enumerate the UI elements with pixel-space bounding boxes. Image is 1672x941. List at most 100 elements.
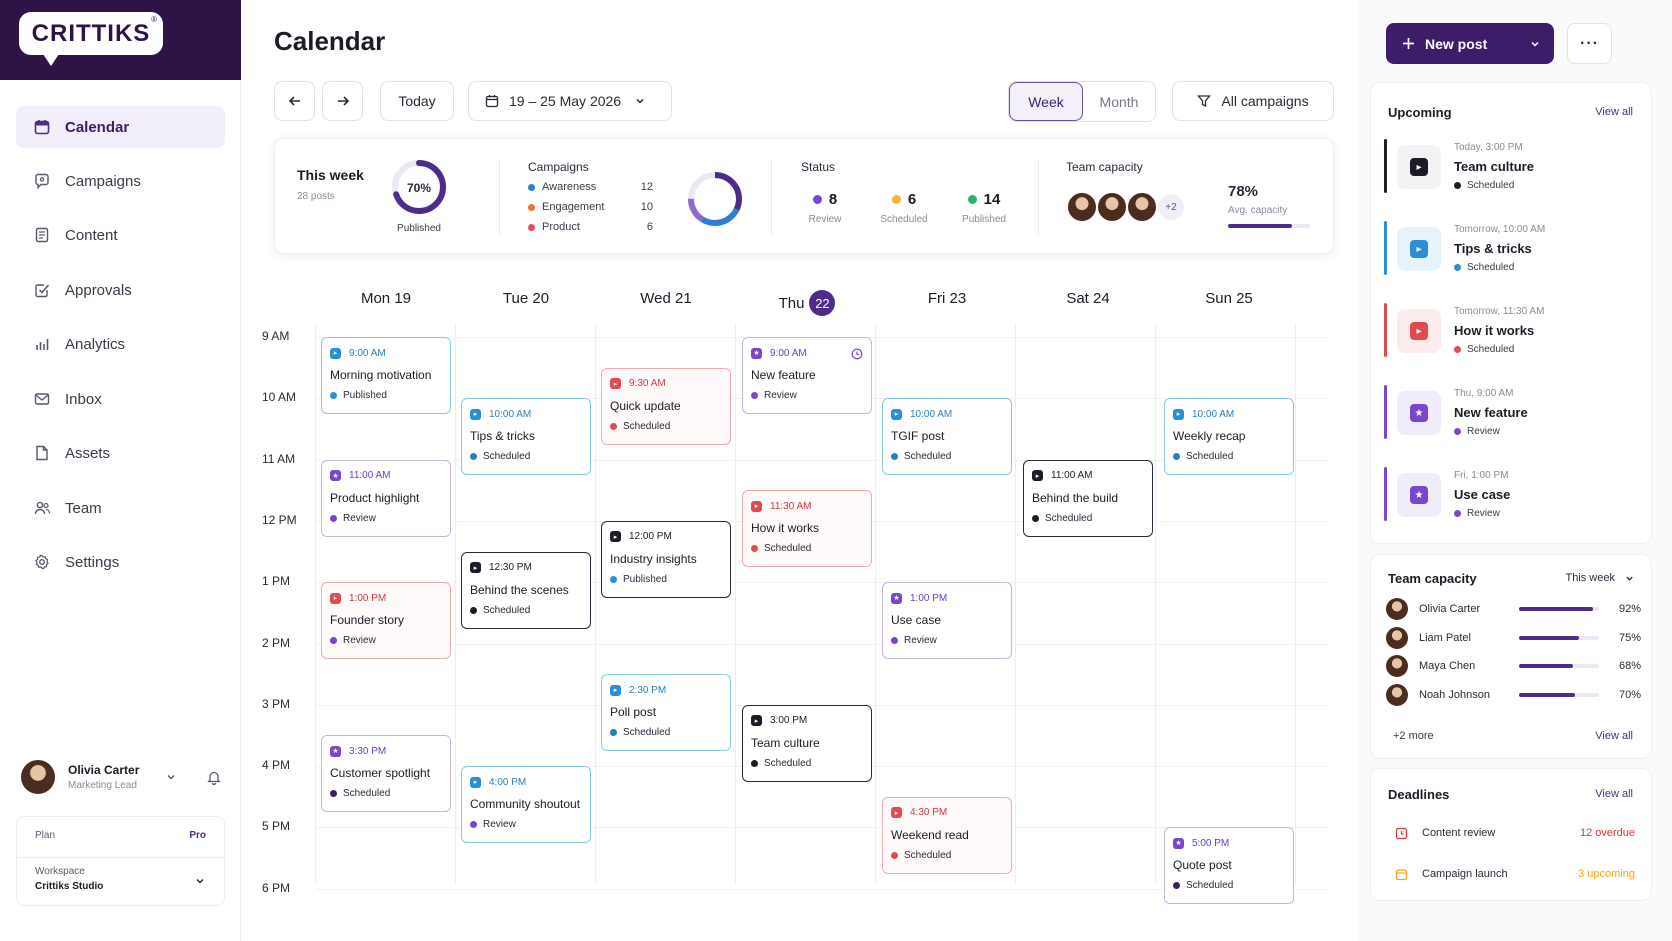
sidebar-item-inbox[interactable]: Inbox xyxy=(16,378,225,420)
calendar-event[interactable]: ▸ 9:00 AM Morning motivation Published xyxy=(321,337,451,414)
capacity-track xyxy=(1519,607,1599,611)
chevron-down-icon[interactable] xyxy=(165,771,177,783)
gear-icon xyxy=(33,553,51,571)
calendar-event[interactable]: ▸ 12:30 PM Behind the scenes Scheduled xyxy=(461,551,591,629)
chevron-down-icon[interactable] xyxy=(1530,39,1540,49)
plan-label: Plan xyxy=(35,830,56,841)
capacity-period-select[interactable]: This week xyxy=(1565,572,1634,584)
calendar-event[interactable]: ▸ 11:00 AM Behind the build Scheduled xyxy=(1023,459,1153,537)
sidebar-item-approvals[interactable]: Approvals xyxy=(16,269,225,311)
status-title: Status xyxy=(801,160,836,174)
hour-label: 9 AM xyxy=(262,329,290,343)
sidebar-item-campaigns[interactable]: Campaigns xyxy=(16,160,225,202)
capacity-row[interactable]: Liam Patel 75% xyxy=(1386,626,1641,649)
upcoming-item[interactable]: ▸ Tomorrow, 10:00 AM Tips & tricks Schedule… xyxy=(1384,221,1644,275)
calendar-event[interactable]: ★ 11:00 AM Product highlight Review xyxy=(321,459,451,537)
event-time-row: ▸ 9:30 AM xyxy=(610,377,723,391)
deadline-item[interactable]: Campaign launch 3 upcoming xyxy=(1395,865,1635,883)
team-extra-count: +2 xyxy=(1156,192,1186,222)
calendar-event[interactable]: ★ 9:00 AM New feature Review xyxy=(742,337,872,414)
grid-hour-line xyxy=(316,888,1328,890)
hour-label: 1 PM xyxy=(262,574,291,589)
logo-speech-tail xyxy=(43,54,59,66)
calendar-event[interactable]: ▸ 10:00 AM Weekly recap Scheduled xyxy=(1164,398,1294,476)
upcoming-item[interactable]: ▸ Today, 3:00 PM Team culture Scheduled xyxy=(1384,139,1644,193)
event-time-row: ▸ 11:00 AM xyxy=(1032,469,1145,483)
upcoming-view-all-link[interactable]: View all xyxy=(1595,106,1633,118)
calendar-event[interactable]: ▸ 10:00 AM TGIF post Scheduled xyxy=(882,398,1012,476)
calendar-event[interactable]: ▸ 4:30 PM Weekend read Scheduled xyxy=(882,796,1012,874)
calendar-event[interactable]: ▸ 10:00 AM Tips & tricks Scheduled xyxy=(461,398,591,476)
day-header[interactable]: Fri 23 xyxy=(877,290,1017,307)
bell-icon[interactable] xyxy=(206,769,222,785)
calendar-event[interactable]: ▸ 4:00 PM Community shoutout Review xyxy=(461,766,591,844)
upcoming-item[interactable]: ★ Thu, 9:00 AM New feature Review xyxy=(1384,385,1644,439)
day-header[interactable]: Wed 21 xyxy=(596,290,736,307)
upcoming-item[interactable]: ★ Fri, 1:00 PM Use case Review xyxy=(1384,467,1644,521)
upcoming-post-icon: ▸ xyxy=(1397,227,1441,271)
sidebar-item-assets[interactable]: Assets xyxy=(16,432,225,474)
member-name: Noah Johnson xyxy=(1419,688,1490,701)
date-range-picker[interactable]: 19 – 25 May 2026 xyxy=(468,81,672,121)
day-header[interactable]: Mon 19 xyxy=(316,290,456,307)
calendar-event[interactable]: ▸ 11:30 AM How it works Scheduled xyxy=(742,490,872,568)
new-post-label: New post xyxy=(1425,35,1488,52)
new-post-button[interactable]: New post xyxy=(1386,23,1554,64)
workspace-name: Crittiks Studio xyxy=(35,881,104,892)
sidebar-item-settings[interactable]: Settings xyxy=(16,541,225,583)
brand-logo[interactable]: CRITTIKS ® xyxy=(19,12,163,66)
capacity-row[interactable]: Maya Chen 68% xyxy=(1386,655,1641,677)
member-avatar xyxy=(1386,598,1408,620)
calendar-event[interactable]: ▸ 12:00 PM Industry insights Published xyxy=(601,520,731,598)
sidebar-item-team[interactable]: Team xyxy=(16,487,225,529)
event-time: 4:30 PM xyxy=(910,807,948,819)
sidebar-item-content[interactable]: Content xyxy=(16,214,225,256)
today-button[interactable]: Today xyxy=(380,81,454,121)
day-header[interactable]: Tue 20 xyxy=(456,290,596,307)
deadlines-view-all-link[interactable]: View all xyxy=(1595,788,1633,800)
view-toggle: Week Month xyxy=(1008,81,1156,122)
bar-chart-icon xyxy=(33,335,51,353)
deadlines-card: Deadlines View all Content review 12 ove… xyxy=(1370,768,1652,901)
sidebar-item-analytics[interactable]: Analytics xyxy=(16,323,225,365)
calendar-event[interactable]: ▸ 9:30 AM Quick update Scheduled xyxy=(601,367,731,445)
calendar-event[interactable]: ▸ 1:00 PM Founder story Review xyxy=(321,582,451,660)
calendar-event[interactable]: ★ 5:00 PM Quote post Scheduled xyxy=(1164,827,1294,905)
week-view-button[interactable]: Week xyxy=(1009,82,1083,121)
published-percent: 70% xyxy=(406,181,432,195)
campaign-legend-awareness: Awareness 12 xyxy=(528,181,653,193)
event-title: Weekend read xyxy=(891,827,969,842)
capacity-more[interactable]: +2 more xyxy=(1393,730,1434,742)
calendar-event[interactable]: ▸ 3:00 PM Team culture Scheduled xyxy=(742,704,872,782)
next-week-button[interactable] xyxy=(322,81,363,121)
member-percent: 92% xyxy=(1618,603,1641,615)
calendar-event[interactable]: ★ 3:30 PM Customer spotlight Scheduled xyxy=(321,735,451,813)
workspace-chevron-icon[interactable] xyxy=(194,875,206,887)
campaign-filter-button[interactable]: All campaigns xyxy=(1172,81,1334,121)
month-view-button[interactable]: Month xyxy=(1099,93,1139,110)
capacity-fill xyxy=(1519,635,1579,640)
capacity-view-all-link[interactable]: View all xyxy=(1595,730,1633,742)
user-card[interactable]: Olivia Carter Marketing Lead xyxy=(16,748,225,806)
day-header[interactable]: Sun 25 xyxy=(1159,290,1299,307)
day-header[interactable]: Thu 22 xyxy=(737,290,877,316)
campaign-legend-product: Product 6 xyxy=(528,221,653,233)
prev-week-button[interactable] xyxy=(274,81,315,121)
calendar-event[interactable]: ★ 1:00 PM Use case Review xyxy=(882,582,1012,660)
upcoming-item[interactable]: ▸ Tomorrow, 11:30 AM How it works Scheduled xyxy=(1384,303,1644,357)
more-options-button[interactable]: ··· xyxy=(1567,23,1612,64)
event-time-row: ▸ 1:00 PM xyxy=(330,591,443,605)
capacity-row[interactable]: Noah Johnson 70% xyxy=(1386,683,1641,706)
day-header[interactable]: Sat 24 xyxy=(1018,290,1158,307)
sidebar-item-calendar[interactable]: Calendar xyxy=(16,106,225,148)
platform-icon: ★ xyxy=(1173,837,1184,849)
capacity-row[interactable]: Olivia Carter 92% xyxy=(1386,598,1641,620)
upcoming-title: Upcoming xyxy=(1388,105,1452,120)
clock-icon[interactable] xyxy=(851,347,863,365)
calendar-event[interactable]: ▸ 2:30 PM Poll post Scheduled xyxy=(601,674,731,752)
upcoming-name: Tips & tricks xyxy=(1454,241,1532,256)
deadline-item[interactable]: Content review 12 overdue xyxy=(1395,824,1635,842)
deadline-count: 12 overdue xyxy=(1579,827,1635,839)
event-title: Quick update xyxy=(610,398,681,413)
platform-icon: ▸ xyxy=(470,562,481,574)
